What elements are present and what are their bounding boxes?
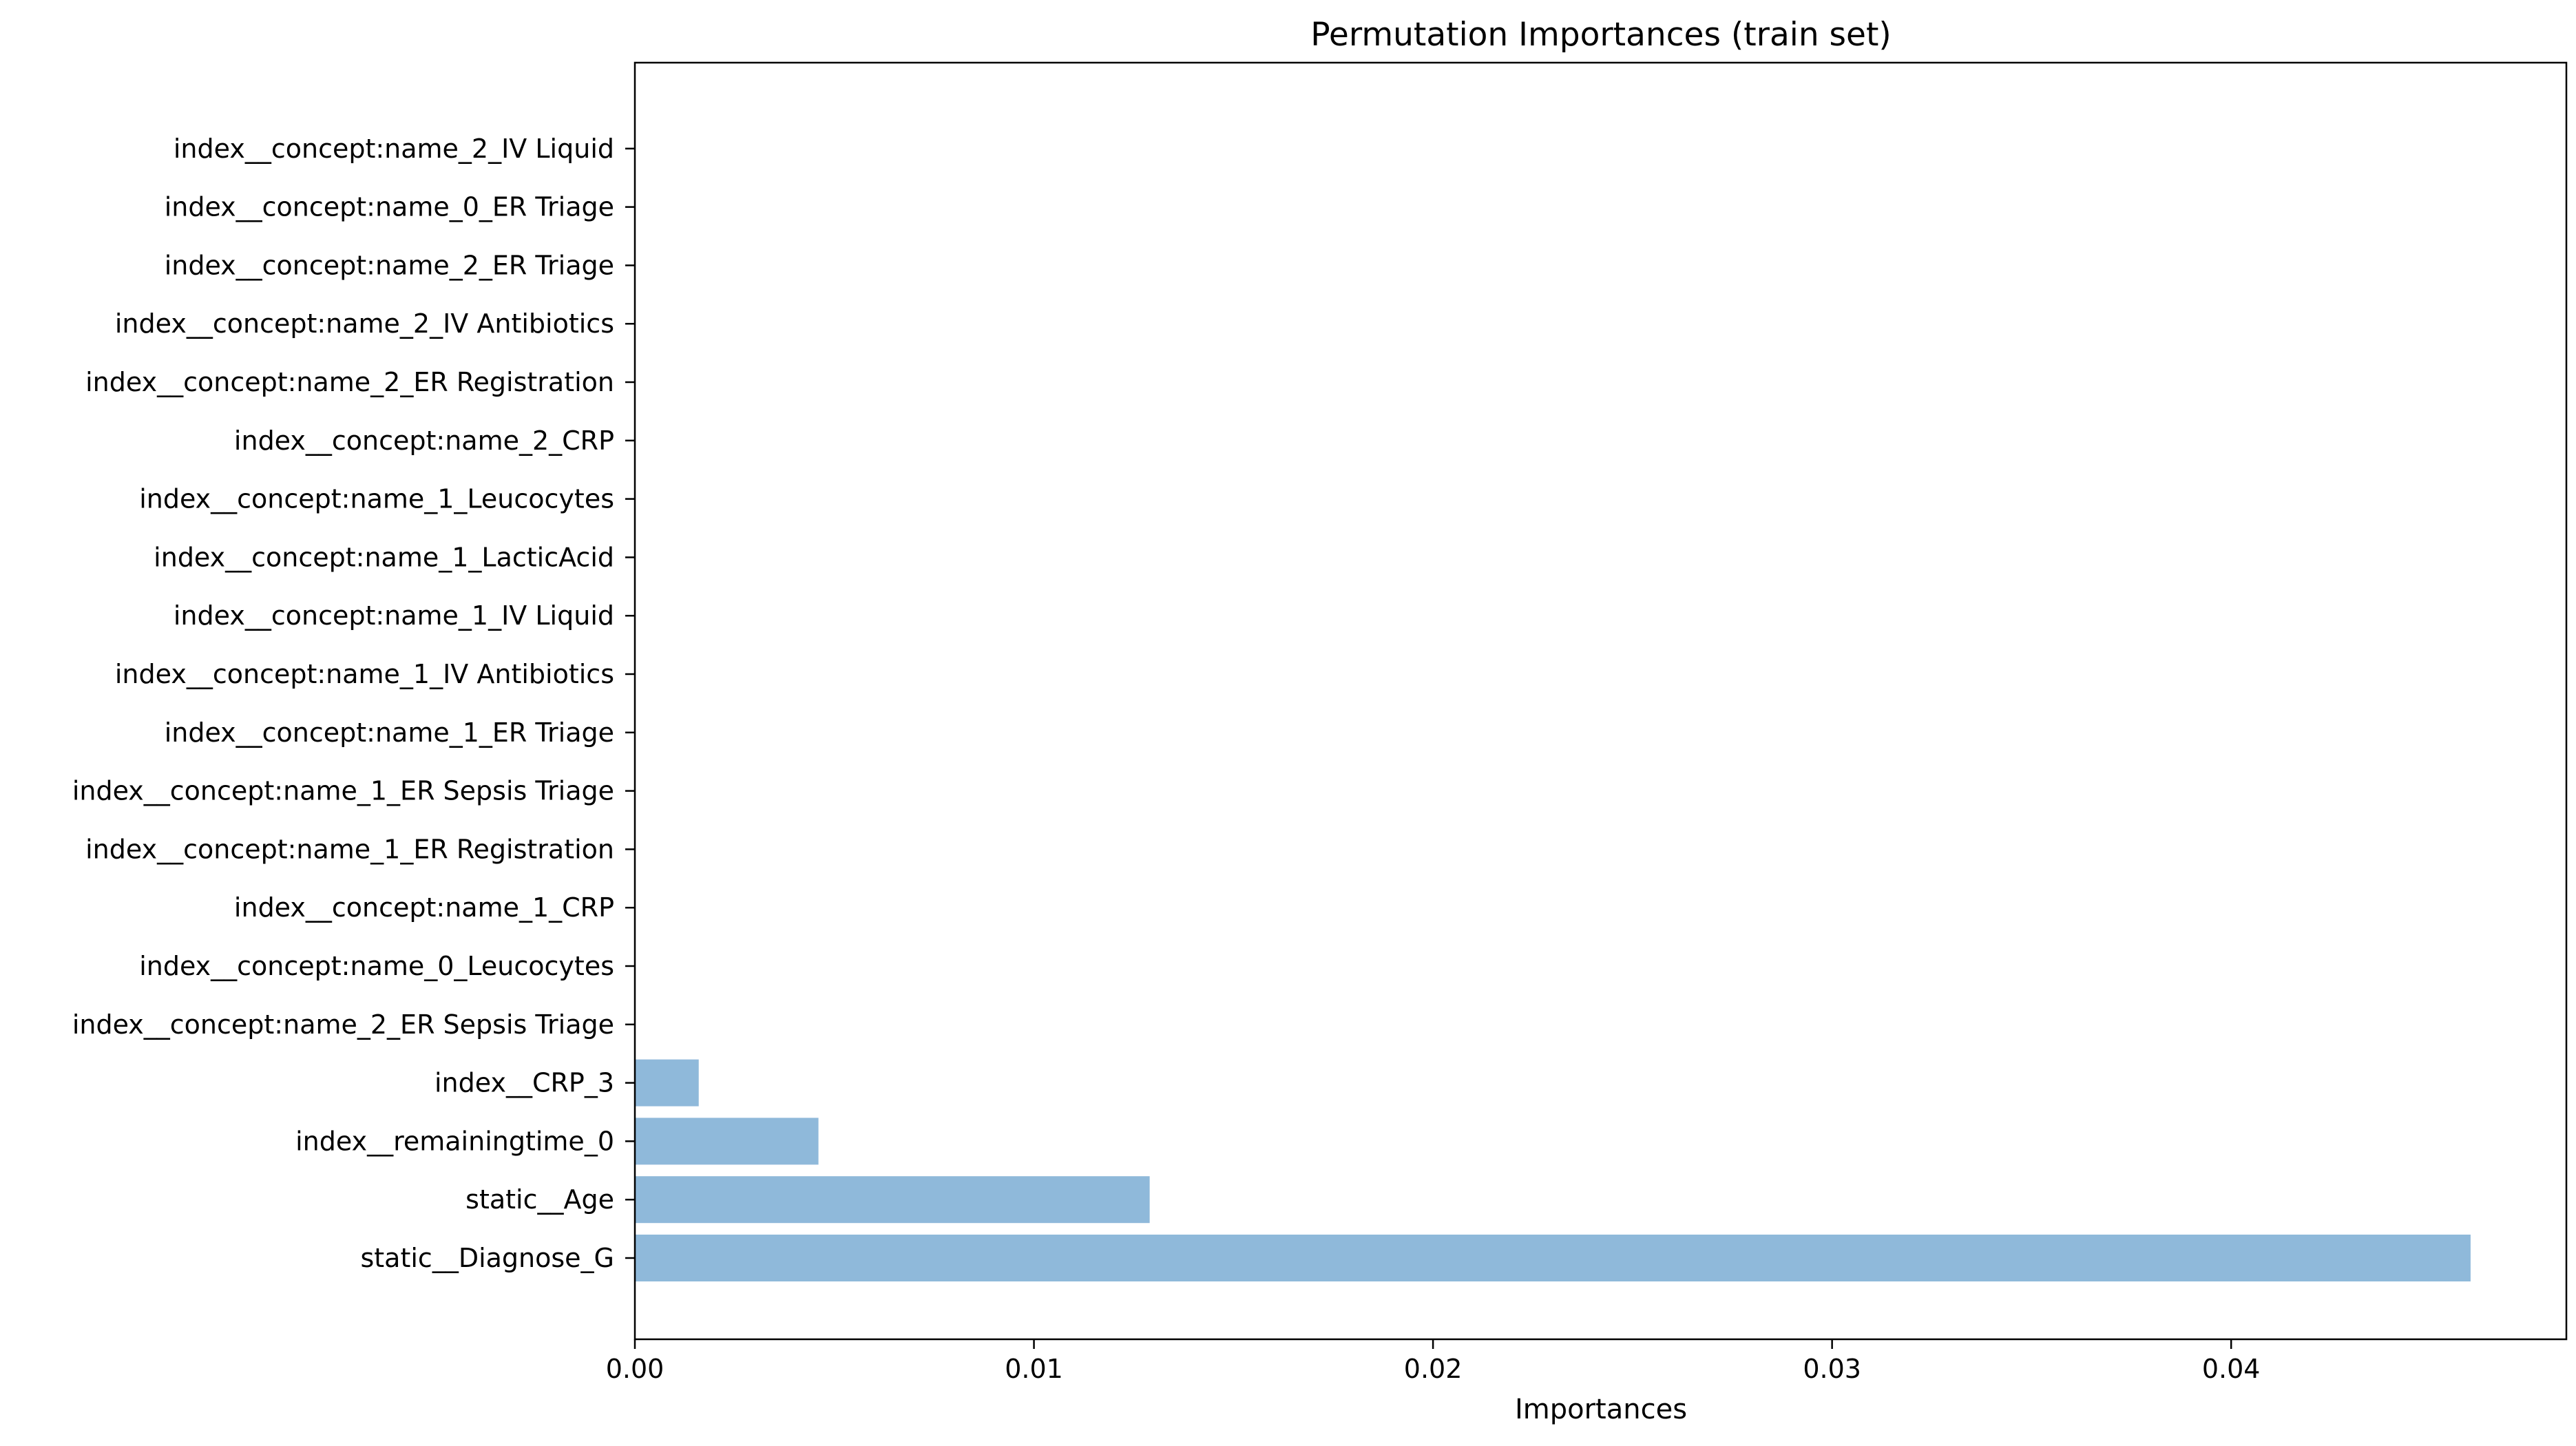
x-tick-label: 0.00: [606, 1354, 664, 1384]
y-tick-label: index__concept:name_1_ER Triage: [165, 717, 614, 748]
y-tick-label: index__remainingtime_0: [295, 1126, 614, 1156]
y-tick-label: index__concept:name_2_IV Antibiotics: [115, 308, 614, 339]
y-tick-label: index__concept:name_1_ER Sepsis Triage: [72, 776, 614, 806]
y-tick-label: index__concept:name_2_ER Registration: [85, 367, 614, 397]
x-axis-ticks: 0.00 0.01 0.02 0.03 0.04: [606, 1339, 2261, 1384]
y-tick-label: index__concept:name_2_CRP: [234, 426, 614, 456]
y-tick-label: index__concept:name_0_Leucocytes: [139, 951, 614, 981]
y-tick-label: index__concept:name_1_IV Liquid: [174, 600, 614, 631]
y-tick-label: index__concept:name_2_ER Sepsis Triage: [72, 1009, 614, 1040]
x-tick-label: 0.01: [1005, 1354, 1063, 1384]
y-tick-label: index__concept:name_1_Leucocytes: [139, 484, 614, 514]
y-axis-ticks: static__Diagnose_G static__Age index__rema…: [72, 134, 635, 1273]
y-tick-label: index__CRP_3: [434, 1068, 614, 1098]
plot-area-frame: [633, 61, 2568, 1341]
x-tick-label: 0.02: [1404, 1354, 1463, 1384]
chart-title: Permutation Importances (train set): [1310, 16, 1891, 54]
y-tick-label: static__Diagnose_G: [360, 1243, 614, 1273]
bar: [635, 1235, 2471, 1281]
x-tick-label: 0.03: [1803, 1354, 1861, 1384]
y-tick-label: index__concept:name_0_ER Triage: [165, 192, 614, 222]
y-tick-label: static__Age: [465, 1184, 614, 1215]
bar: [635, 1059, 699, 1107]
y-tick-label: index__concept:name_1_ER Registration: [85, 834, 614, 864]
y-tick-label: index__concept:name_1_CRP: [234, 892, 614, 923]
y-tick-label: index__concept:name_2_IV Liquid: [174, 134, 614, 164]
bars-group: [635, 1059, 2471, 1281]
y-tick-label: index__concept:name_1_IV Antibiotics: [115, 659, 614, 689]
x-axis-label: Importances: [1515, 1394, 1687, 1425]
y-tick-label: index__concept:name_1_LacticAcid: [154, 542, 614, 572]
x-tick-label: 0.04: [2202, 1354, 2261, 1384]
y-tick-label: index__concept:name_2_ER Triage: [165, 250, 614, 280]
bar: [635, 1118, 819, 1165]
bar: [635, 1176, 1150, 1224]
